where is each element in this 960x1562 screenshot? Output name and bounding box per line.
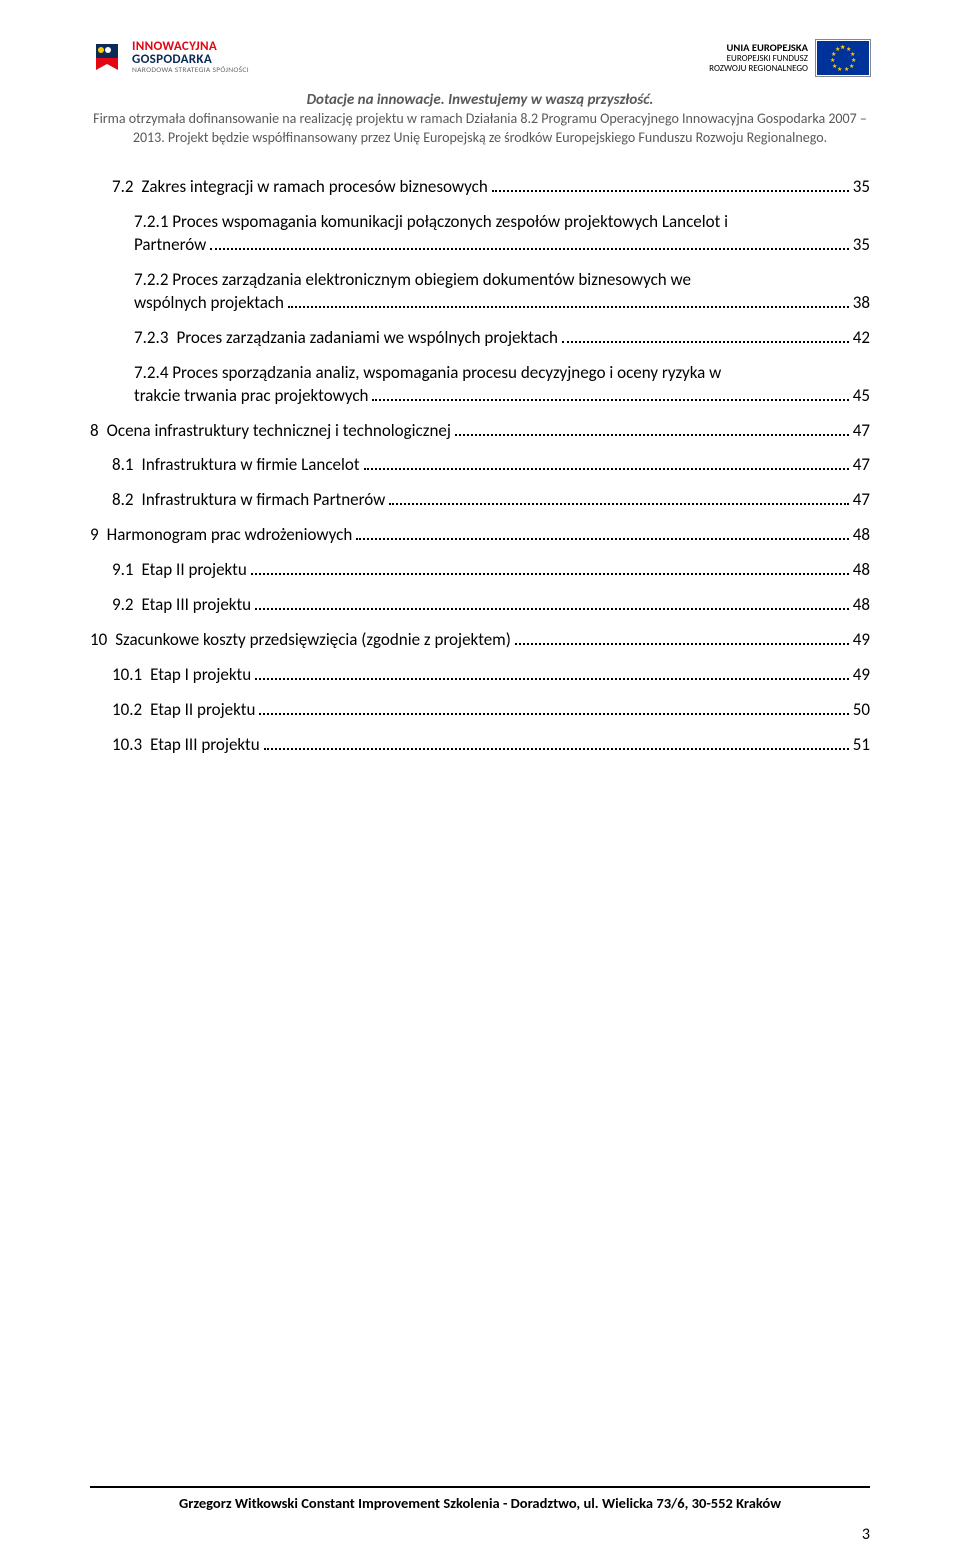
toc-entry-num: 7.2 <box>112 176 134 199</box>
toc-entry-label-cont: Partnerów <box>134 234 206 257</box>
toc-entry-label: Ocena infrastruktury technicznej i techn… <box>107 420 451 443</box>
logo-eu: UNIA EUROPEJSKA EUROPEJSKI FUNDUSZ ROZWO… <box>709 40 870 76</box>
toc-row: 8 Ocena infrastruktury technicznej i tech… <box>90 420 870 443</box>
toc-entry-label: Etap III projektu <box>142 594 252 617</box>
toc-entry-label: 7.2.4 Proces sporządzania analiz, wspoma… <box>134 362 870 385</box>
toc-row: 10.2 Etap II projektu 50 <box>90 699 870 722</box>
toc-row: 10 Szacunkowe koszty przedsięwzięcia (zgo… <box>90 629 870 652</box>
toc-leader-dots <box>389 493 848 506</box>
toc-leader-dots <box>288 295 849 308</box>
logo-eu-text: UNIA EUROPEJSKA EUROPEJSKI FUNDUSZ ROZWO… <box>709 42 808 73</box>
toc-entry-label-cont: wspólnych projektach <box>134 292 284 315</box>
toc-leader-dots <box>264 737 849 750</box>
toc-entry-label: Zakres integracji w ramach procesów bizn… <box>142 176 488 199</box>
logo-ig-text: INNOWACYJNA GOSPODARKA NARODOWA STRATEGI… <box>132 40 249 75</box>
toc-entry-label: Harmonogram prac wdrożeniowych <box>107 524 353 547</box>
toc-row: 7.2 Zakres integracji w ramach procesów b… <box>90 176 870 199</box>
toc-row: 7.2.4 Proces sporządzania analiz, wspoma… <box>90 362 870 408</box>
toc-entry-num: 9.1 <box>112 559 134 582</box>
toc-page: 47 <box>853 454 870 477</box>
toc-entry-label: Etap III projektu <box>150 734 260 757</box>
logo-innowacyjna-gospodarka: INNOWACYJNA GOSPODARKA NARODOWA STRATEGI… <box>90 40 249 75</box>
toc-entry-label: Etap II projektu <box>142 559 247 582</box>
toc-entry-contline: Partnerów 35 <box>134 234 870 257</box>
toc-entry-label: Etap I projektu <box>150 664 251 687</box>
toc-entry-label: Proces zarządzania zadaniami we wspólnyc… <box>176 327 557 350</box>
toc-row: 7.2.1 Proces wspomagania komunikacji poł… <box>90 211 870 257</box>
toc-entry-num: 9 <box>90 524 99 547</box>
toc-page: 47 <box>853 489 870 512</box>
toc-leader-dots <box>259 702 848 715</box>
toc-leader-dots <box>364 458 849 471</box>
toc-page: 48 <box>853 524 870 547</box>
sub-header-bold: Dotacje na innowacje. Inwestujemy w wasz… <box>90 90 870 110</box>
toc-leader-dots <box>251 563 849 576</box>
toc-page: 35 <box>853 234 870 257</box>
toc-page: 48 <box>853 594 870 617</box>
toc-page: 49 <box>853 629 870 652</box>
header-row: INNOWACYJNA GOSPODARKA NARODOWA STRATEGI… <box>90 40 870 76</box>
page-number: 3 <box>862 1525 870 1544</box>
toc-entry-label: Etap II projektu <box>150 699 255 722</box>
toc-leader-dots <box>210 237 848 250</box>
toc-entry-num: 8.1 <box>112 454 134 477</box>
toc-entry-label: Infrastruktura w firmach Partnerów <box>142 489 386 512</box>
footer: Grzegorz Witkowski Constant Improvement … <box>90 1486 870 1512</box>
eu-flag-icon: ★ ★ ★ ★ ★ ★ ★ ★ ★ ★ ★ ★ <box>816 40 870 76</box>
toc-leader-dots <box>255 667 849 680</box>
toc-entry-num: 9.2 <box>112 594 134 617</box>
sub-header: Dotacje na innowacje. Inwestujemy w wasz… <box>90 90 870 148</box>
toc-row: 9.1 Etap II projektu 48 <box>90 559 870 582</box>
toc-page: 42 <box>853 327 870 350</box>
toc-entry-num: 10 <box>90 629 107 652</box>
toc-entry-num: 10.2 <box>112 699 142 722</box>
toc-row: 9.2 Etap III projektu 48 <box>90 594 870 617</box>
toc-entry-label: 7.2.1 Proces wspomagania komunikacji poł… <box>134 211 870 234</box>
toc-leader-dots <box>492 179 849 192</box>
toc-page: 49 <box>853 664 870 687</box>
toc-leader-dots <box>356 528 849 541</box>
toc-page: 50 <box>853 699 870 722</box>
toc-row: 8.1 Infrastruktura w firmie Lancelot 47 <box>90 454 870 477</box>
sub-header-rest: Firma otrzymała dofinansowanie na realiz… <box>90 110 870 148</box>
toc-row: 7.2.2 Proces zarządzania elektronicznym … <box>90 269 870 315</box>
toc-leader-dots <box>562 330 849 343</box>
toc-entry-label-cont: trakcie trwania prac projektowych <box>134 385 368 408</box>
toc-entry-label: Infrastruktura w firmie Lancelot <box>142 454 360 477</box>
toc-entry-num: 10.3 <box>112 734 142 757</box>
toc-entry-label: 7.2.2 Proces zarządzania elektronicznym … <box>134 269 870 292</box>
toc-entry-num: 8 <box>90 420 99 443</box>
toc-row: 9 Harmonogram prac wdrożeniowych 48 <box>90 524 870 547</box>
toc-row: 10.3 Etap III projektu 51 <box>90 734 870 757</box>
toc-row: 7.2.3 Proces zarządzania zadaniami we wsp… <box>90 327 870 350</box>
logo-ig-icon <box>90 40 124 74</box>
toc-page: 45 <box>853 385 870 408</box>
toc-leader-dots <box>372 388 848 401</box>
footer-text: Grzegorz Witkowski Constant Improvement … <box>90 1494 870 1512</box>
toc-leader-dots <box>515 632 849 645</box>
footer-divider <box>90 1486 870 1488</box>
toc-entry-label: Szacunkowe koszty przedsięwzięcia (zgodn… <box>115 629 511 652</box>
toc-entry-num: 10.1 <box>112 664 142 687</box>
toc-entry-contline: trakcie trwania prac projektowych 45 <box>134 385 870 408</box>
toc-page: 47 <box>853 420 870 443</box>
toc-leader-dots <box>255 597 849 610</box>
toc-entry-num: 7.2.3 <box>134 327 168 350</box>
table-of-contents: 7.2 Zakres integracji w ramach procesów b… <box>90 176 870 757</box>
toc-page: 35 <box>853 176 870 199</box>
toc-page: 51 <box>853 734 870 757</box>
toc-entry-contline: wspólnych projektach 38 <box>134 292 870 315</box>
toc-page: 48 <box>853 559 870 582</box>
toc-page: 38 <box>853 292 870 315</box>
toc-leader-dots <box>455 423 849 436</box>
toc-entry-num: 8.2 <box>112 489 134 512</box>
toc-row: 10.1 Etap I projektu 49 <box>90 664 870 687</box>
logo-ig-line3: NARODOWA STRATEGIA SPÓJNOŚCI <box>132 67 249 75</box>
toc-row: 8.2 Infrastruktura w firmach Partnerów 47 <box>90 489 870 512</box>
logo-eu-line3: ROZWOJU REGIONALNEGO <box>709 64 808 74</box>
logo-ig-line2: GOSPODARKA <box>132 53 249 66</box>
